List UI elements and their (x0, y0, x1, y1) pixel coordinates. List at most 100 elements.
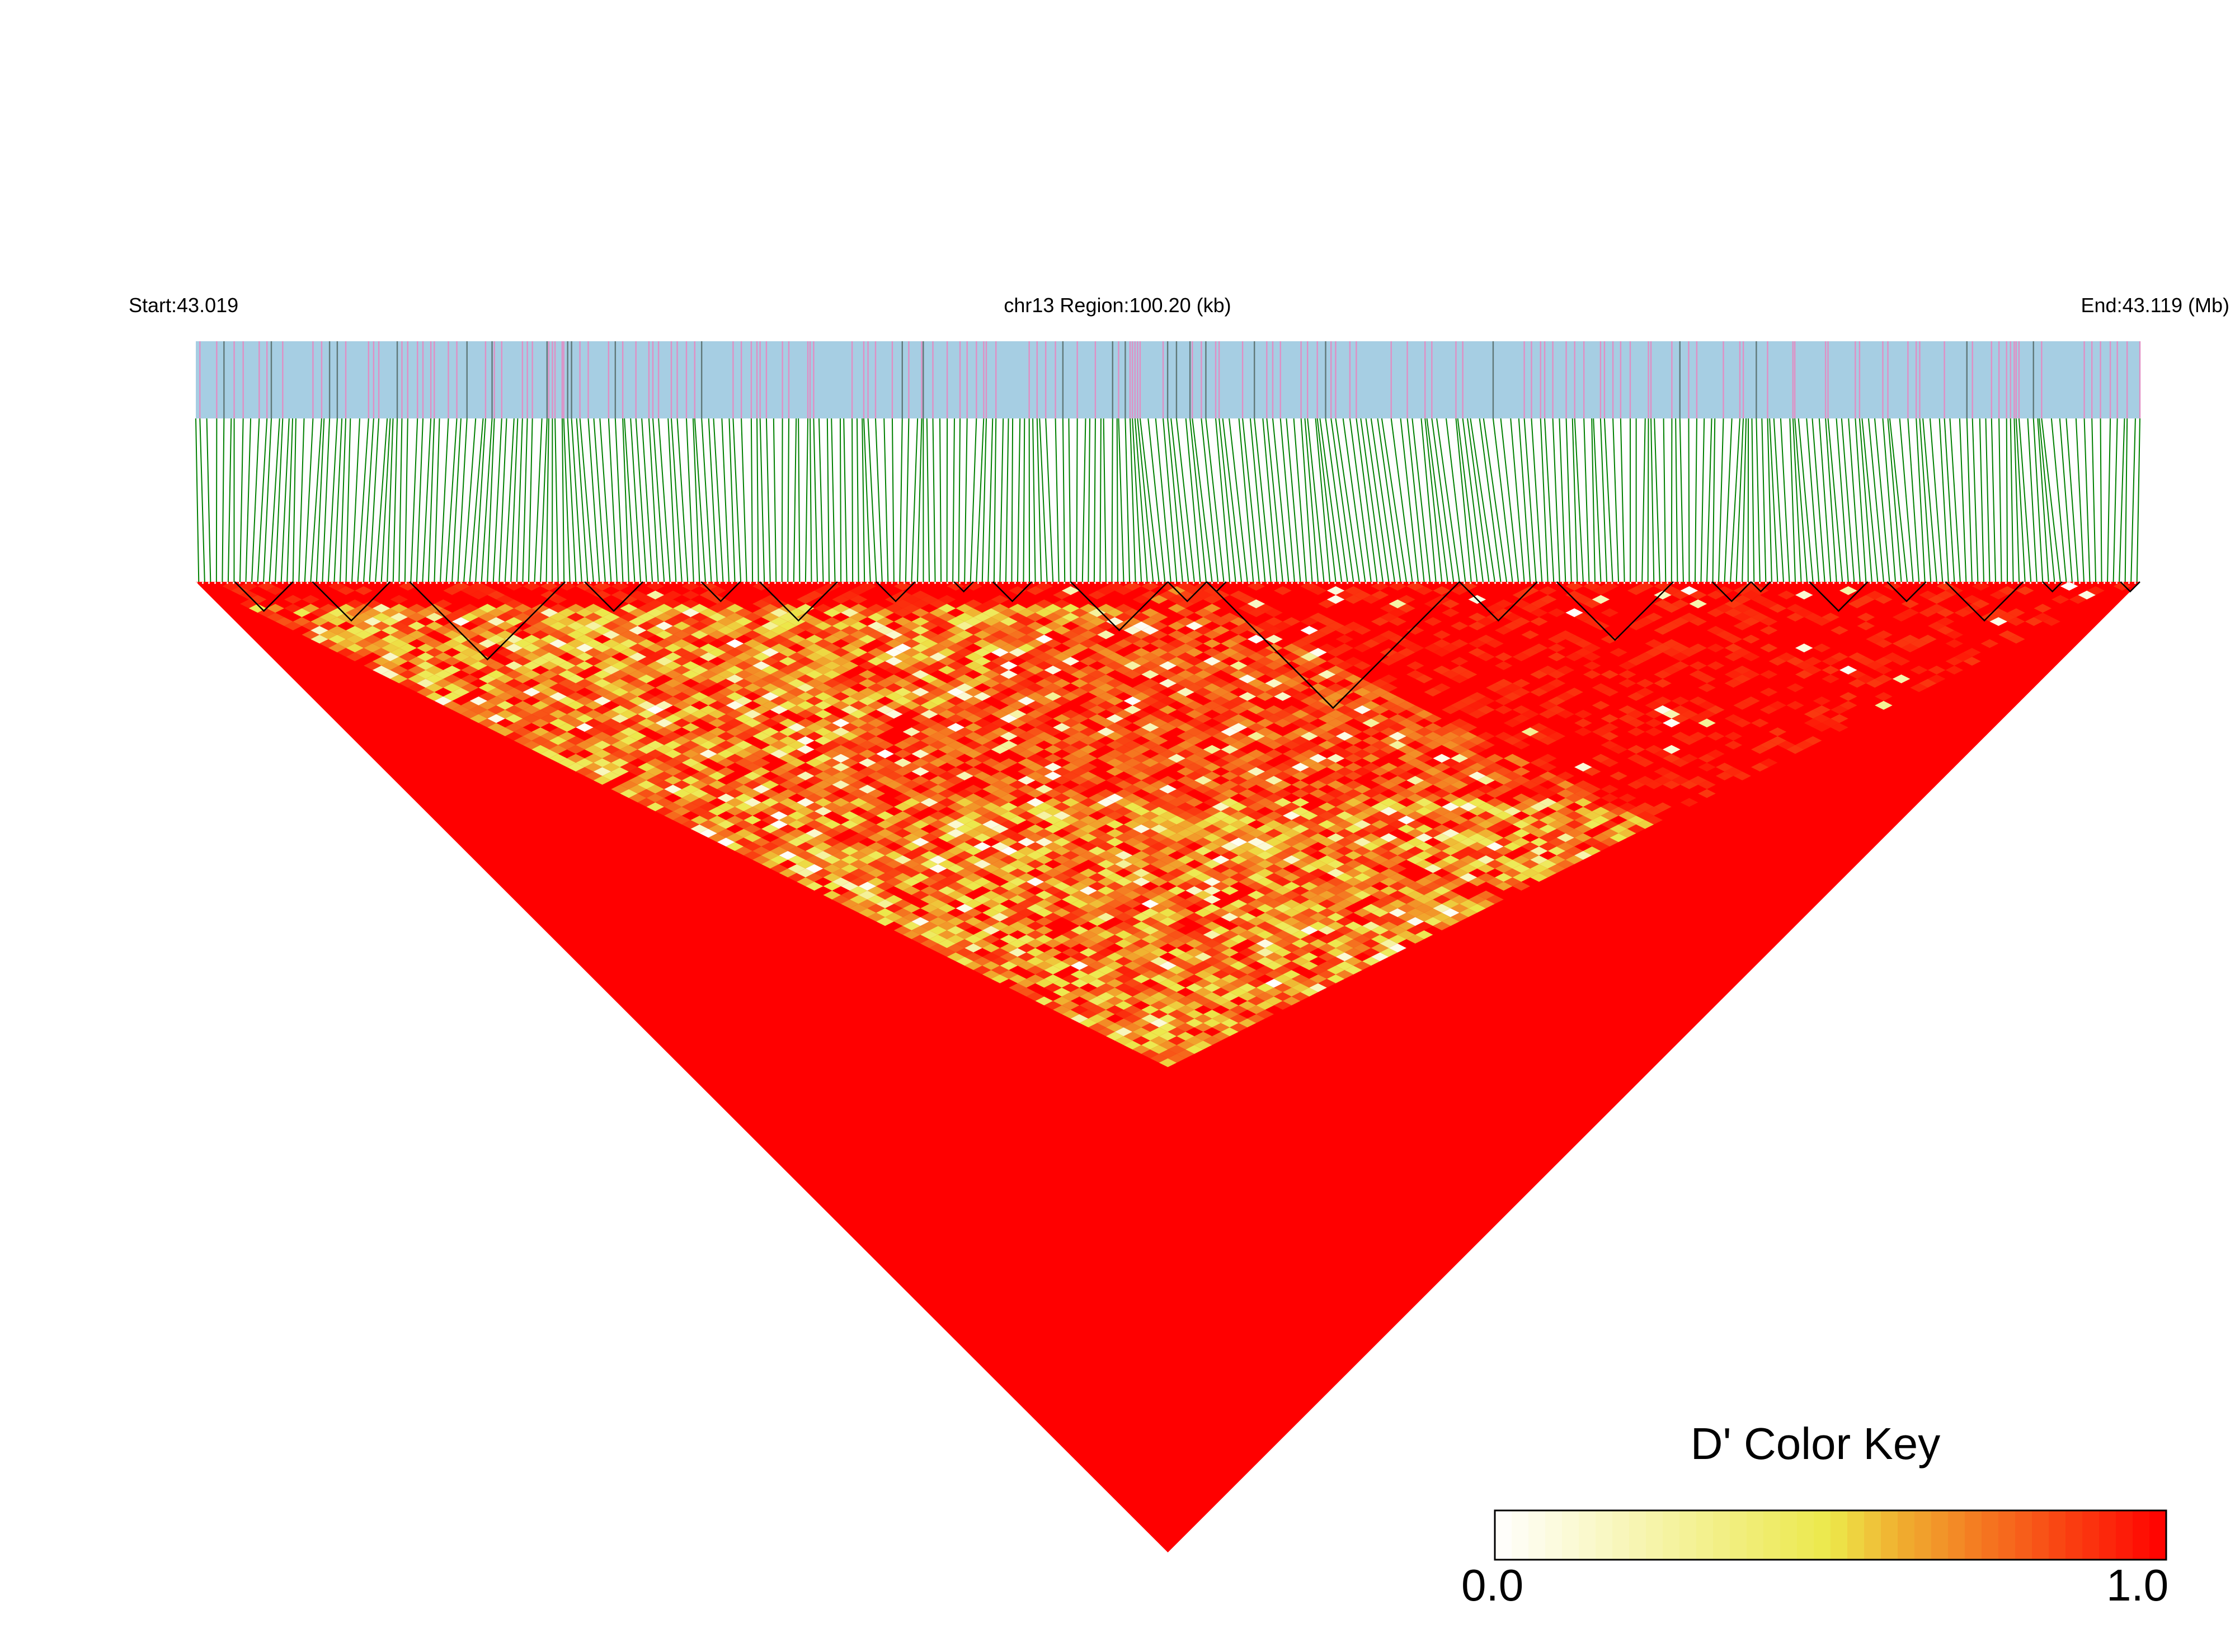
ld-cell (699, 732, 717, 741)
ld-cell (681, 590, 700, 600)
ld-cell (1380, 780, 1398, 789)
ld-cell (1326, 718, 1345, 728)
ld-cell (1000, 732, 1018, 741)
ld-cell (1282, 617, 1301, 626)
ld-cell (1123, 873, 1142, 882)
ld-cell (452, 688, 470, 697)
ld-cell (823, 793, 841, 803)
ld-cell (991, 745, 1009, 754)
snp-connector-line (1769, 418, 1778, 582)
ld-cell (1221, 983, 1239, 992)
ld-cell (1503, 859, 1522, 869)
ld-cell (1035, 864, 1053, 873)
ld-cell (744, 657, 761, 666)
ld-cell (1026, 745, 1044, 754)
ld-cell (788, 864, 806, 873)
ld-cell (902, 912, 921, 922)
ld-cell (1230, 696, 1248, 705)
ld-cell (841, 776, 859, 785)
ld-cell (602, 621, 620, 630)
ld-cell (1265, 855, 1283, 864)
ld-cell (982, 625, 1000, 635)
ld-cell (911, 608, 930, 618)
ld-cell (328, 625, 346, 635)
ld-cell (1627, 807, 1645, 816)
ld-cell (505, 732, 523, 741)
ld-cell (947, 917, 965, 926)
ld-cell (770, 705, 788, 714)
ld-cell (832, 718, 850, 728)
ld-cell (929, 846, 947, 855)
snp-connector-line (867, 418, 877, 582)
ld-cell (814, 674, 832, 684)
ld-cell (1221, 1027, 1239, 1037)
ld-cell (1335, 670, 1354, 679)
ld-cell (478, 639, 497, 648)
ld-cell (699, 802, 717, 812)
ld-cell (1424, 599, 1442, 609)
ld-cell (1371, 740, 1389, 750)
ld-cell (1362, 912, 1380, 922)
ld-cell (1494, 864, 1513, 873)
ld-cell (1150, 877, 1168, 887)
ld-cell (1035, 855, 1053, 864)
ld-cell (805, 855, 824, 864)
ld-cell (849, 877, 868, 887)
ld-cell (531, 718, 549, 728)
ld-cell (1009, 851, 1027, 860)
color-key-segment (1864, 1510, 1881, 1560)
ld-cell (1468, 745, 1486, 754)
ld-cell (1592, 807, 1610, 816)
ld-cell (549, 745, 567, 754)
ld-cell (1353, 891, 1371, 900)
ld-cell (531, 683, 549, 693)
ld-cell (1221, 807, 1239, 816)
ld-cell (1274, 736, 1292, 745)
ld-cell (1689, 643, 1707, 653)
ld-cell (1344, 886, 1362, 895)
ld-cell (611, 705, 629, 714)
ld-cell (982, 934, 1000, 944)
ld-cell (726, 665, 744, 675)
ld-cell (1574, 815, 1592, 825)
ld-cell (681, 732, 700, 741)
ld-cell (558, 679, 576, 688)
ld-cell (858, 670, 877, 679)
snp-connector-line (481, 418, 493, 582)
ld-cell (1247, 811, 1265, 820)
ld-cell (947, 864, 965, 873)
ld-cell (797, 657, 815, 666)
ld-cell (602, 709, 620, 719)
ld-cell (1044, 895, 1062, 904)
ld-cell (1000, 873, 1018, 882)
ld-cell (310, 625, 328, 635)
ld-cell (902, 604, 921, 613)
snp-connector-line (976, 418, 985, 582)
ld-cell (1468, 824, 1486, 834)
ld-cell (1556, 780, 1575, 789)
ld-cell (1123, 908, 1142, 917)
ld-cell (1177, 908, 1194, 917)
snp-connector-line (1794, 418, 1808, 582)
ld-cell (1168, 1053, 1186, 1063)
ld-cell (1053, 961, 1071, 970)
ld-cell (902, 903, 921, 913)
ld-cell (735, 811, 753, 820)
ld-cell (1291, 851, 1310, 860)
ld-cell (1344, 966, 1362, 975)
ld-cell (867, 903, 886, 913)
snp-connector-line (1147, 418, 1166, 582)
snp-connector-lines (195, 418, 2140, 582)
ld-cell (920, 815, 938, 825)
ld-cell (1512, 837, 1531, 847)
snp-connector-line (1319, 418, 1343, 582)
ld-cell (1663, 621, 1681, 630)
ld-cell (478, 621, 497, 630)
ld-cell (1000, 617, 1018, 626)
ld-cell (505, 670, 523, 679)
ld-cell (1547, 855, 1566, 864)
ld-cell (1398, 718, 1415, 728)
ld-cell (1927, 665, 1946, 675)
ld-cell (1238, 683, 1257, 693)
ld-cell (1362, 851, 1380, 860)
